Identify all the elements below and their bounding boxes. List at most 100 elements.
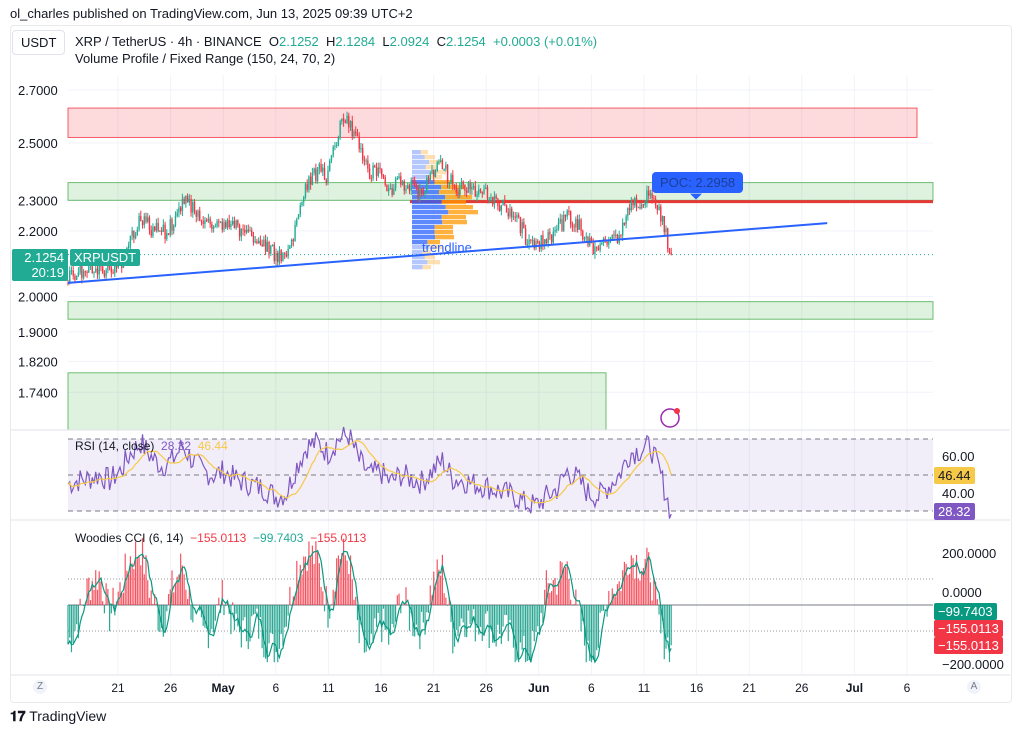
candle-body	[294, 225, 296, 241]
candle-body	[559, 219, 561, 223]
time-tick: 21	[427, 681, 441, 695]
candle-body	[398, 176, 400, 178]
candle-body	[613, 234, 615, 236]
volume-profile-bar	[429, 245, 443, 250]
rsi-tag: 28.32	[934, 503, 975, 520]
volume-profile-bar	[442, 220, 467, 225]
candle-body	[471, 186, 473, 190]
candle-body	[134, 234, 137, 239]
candle-body	[207, 218, 210, 221]
candle-body	[320, 164, 322, 172]
candle-body	[296, 219, 298, 226]
cci-value-3: −155.0113	[310, 531, 367, 545]
candle-body	[533, 240, 535, 249]
time-tick: Jun	[528, 681, 549, 695]
candle-body	[393, 188, 395, 195]
candle-body	[517, 215, 520, 217]
candle-body	[641, 204, 643, 209]
volume-profile-bar	[424, 255, 435, 260]
price-tick: 2.0000	[18, 289, 58, 304]
candle-body	[469, 183, 471, 190]
candle-body	[459, 188, 461, 196]
candle-body	[481, 191, 483, 194]
candle-body	[433, 169, 435, 177]
candle-body	[264, 239, 267, 252]
candle-body	[576, 219, 579, 230]
candle-body	[261, 244, 263, 247]
candle-body	[152, 226, 154, 236]
candle-body	[81, 264, 83, 278]
candle-body	[327, 170, 329, 183]
candle-body	[186, 196, 189, 203]
candle-body	[523, 222, 525, 229]
candle-body	[495, 195, 497, 199]
candle-body	[226, 220, 229, 228]
candle-body	[436, 162, 438, 172]
time-tick: 6	[904, 681, 911, 695]
candle-body	[141, 221, 144, 226]
currency-button[interactable]: USDT	[12, 30, 66, 55]
candle-body	[84, 271, 87, 273]
tradingview-logo-icon: 𝟏𝟕	[10, 708, 26, 724]
candle-body	[292, 239, 295, 241]
candle-body	[363, 160, 366, 162]
candle-body	[419, 189, 421, 198]
candle-body	[535, 240, 537, 249]
candle-body	[483, 188, 485, 194]
close-value: 2.1254	[446, 34, 486, 49]
candle-body	[424, 191, 426, 194]
candle-body	[389, 187, 392, 189]
candle-body	[273, 244, 275, 261]
candle-body	[426, 178, 428, 192]
auto-scale-button[interactable]: A	[967, 680, 981, 694]
candle-body	[627, 208, 629, 217]
candle-body	[654, 198, 657, 206]
cci-tick: 200.0000	[942, 546, 997, 561]
candle-body	[199, 210, 201, 221]
price-tick: 2.3000	[18, 193, 58, 208]
candle-body	[597, 247, 600, 251]
candle-body	[171, 219, 173, 231]
candle-body	[67, 282, 69, 284]
time-tick: 11	[638, 681, 651, 695]
volume-profile-bar	[445, 205, 473, 210]
zoom-button[interactable]: Z	[33, 680, 47, 694]
candle-body	[159, 230, 161, 232]
candle-body	[545, 239, 548, 243]
time-tick: 16	[690, 681, 704, 695]
candle-body	[464, 184, 466, 191]
candle-body	[157, 222, 159, 232]
candle-body	[245, 229, 248, 233]
candle-body	[299, 205, 301, 215]
rsi-tick: 60.00	[942, 449, 975, 464]
candle-body	[476, 194, 478, 197]
volume-profile-bar	[429, 160, 443, 165]
candle-body	[375, 167, 378, 176]
candle-body	[318, 164, 321, 170]
candle-body	[162, 224, 165, 232]
candle-body	[519, 216, 522, 234]
candle-body	[630, 201, 633, 211]
candle-body	[167, 233, 170, 235]
candle-body	[528, 239, 530, 245]
volume-profile-bar	[412, 255, 425, 260]
publisher-line: ol_charles published on TradingView.com,…	[10, 6, 413, 21]
symbol-name: XRP / TetherUS · 4h · BINANCE	[75, 34, 262, 49]
change-value: +0.0003 (+0.01%)	[493, 34, 598, 49]
candle-body	[356, 133, 359, 137]
candle-body	[400, 176, 402, 185]
candle-body	[408, 185, 411, 191]
candle-body	[93, 271, 95, 274]
time-tick: 11	[322, 681, 335, 695]
candle-body	[112, 272, 114, 274]
volume-profile-bar	[434, 225, 453, 230]
candle-body	[346, 115, 348, 123]
candle-body	[585, 236, 587, 239]
candle-body	[452, 174, 454, 185]
price-tick: 1.7400	[18, 385, 58, 400]
candle-body	[415, 185, 418, 188]
candle-body	[647, 190, 650, 196]
candle-body	[74, 275, 76, 280]
candle-body	[174, 216, 177, 226]
